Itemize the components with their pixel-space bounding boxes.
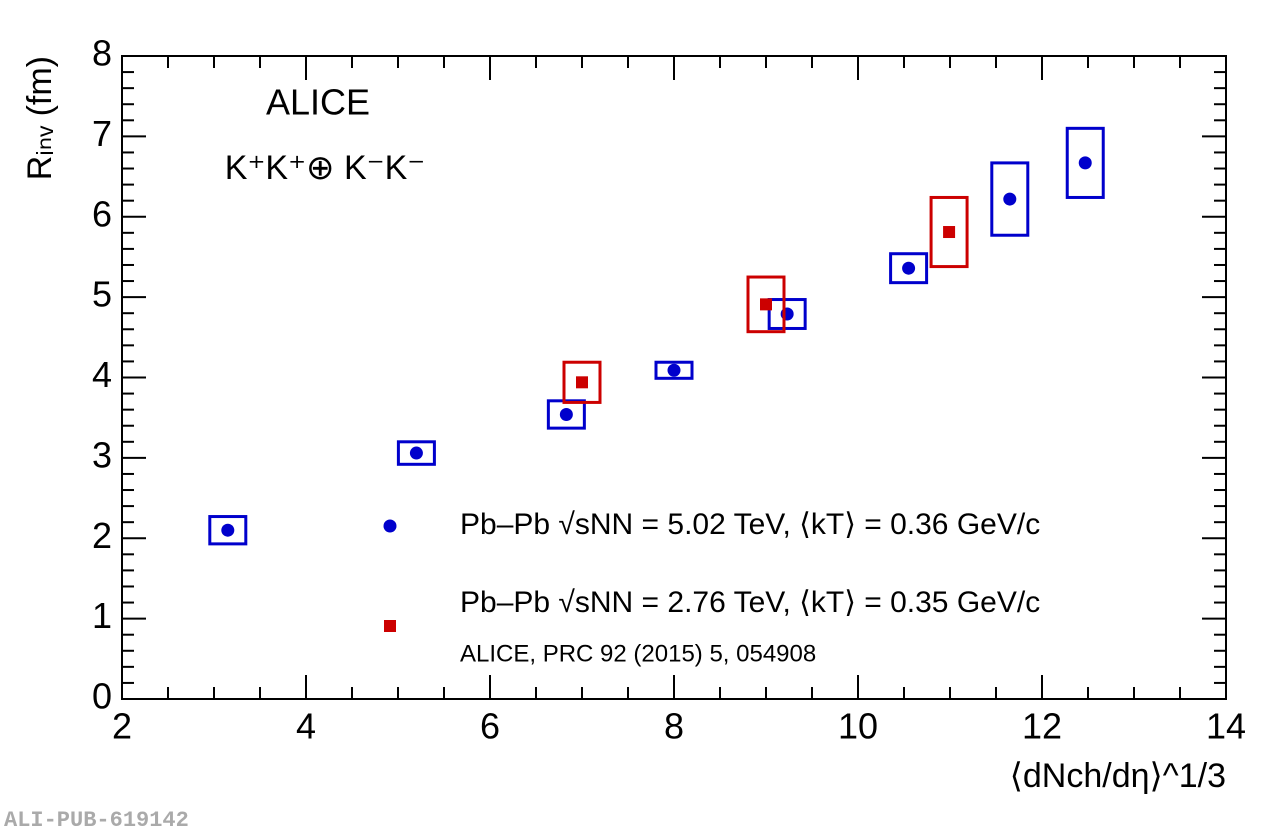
data-point [667, 363, 681, 377]
y-axis-label: Rᵢₙᵥ (fm) [21, 56, 59, 180]
data-point [943, 226, 956, 239]
legend-label: Pb–Pb √sNN = 2.76 TeV, ⟨kT⟩ = 0.35 GeV/c [460, 586, 1040, 619]
particle-label: K⁺K⁺⊕ K⁻K⁻ [225, 149, 425, 187]
systematic-box [208, 515, 248, 546]
systematic-box [1065, 126, 1105, 199]
data-point [559, 407, 573, 421]
y-tick-label: 8 [92, 33, 112, 74]
systematic-box [990, 161, 1030, 237]
data-point [760, 298, 772, 311]
x-tick-label: 8 [664, 706, 684, 747]
x-tick-label: 6 [480, 706, 500, 747]
legend-marker [383, 519, 397, 533]
x-tick-label: 12 [1022, 706, 1062, 747]
data-point [902, 261, 916, 275]
data-point [576, 376, 588, 389]
reference-label: ALICE, PRC 92 (2015) 5, 054908 [460, 640, 816, 667]
y-tick-label: 6 [92, 193, 112, 234]
y-tick-label: 7 [92, 113, 112, 154]
systematic-box [546, 399, 586, 430]
systematic-box [929, 195, 969, 269]
x-tick-label: 10 [838, 706, 878, 747]
legend-label: Pb–Pb √sNN = 5.02 TeV, ⟨kT⟩ = 0.36 GeV/c [460, 508, 1040, 541]
systematic-box [654, 360, 694, 380]
data-point [409, 446, 423, 460]
y-tick-label: 1 [92, 595, 112, 636]
x-tick-label: 2 [112, 706, 132, 747]
data-point [1003, 192, 1017, 206]
x-axis-label: ⟨dNch/dη⟩^1/3 [1010, 757, 1226, 795]
y-tick-label: 0 [92, 676, 112, 717]
y-tick-label: 5 [92, 274, 112, 315]
legend-marker [384, 620, 396, 632]
y-tick-label: 4 [92, 354, 112, 395]
data-point [1078, 156, 1092, 170]
y-tick-label: 3 [92, 434, 112, 475]
experiment-label: ALICE [266, 82, 370, 123]
systematic-box [767, 298, 807, 330]
systematic-box [889, 252, 929, 285]
data-point [221, 523, 235, 537]
systematic-box [396, 440, 436, 466]
pub-id: ALI-PUB-619142 [4, 808, 189, 833]
x-tick-label: 4 [296, 706, 316, 747]
y-tick-label: 2 [92, 515, 112, 556]
x-tick-label: 14 [1206, 706, 1246, 747]
systematic-box [562, 360, 602, 404]
systematic-box [746, 275, 786, 334]
